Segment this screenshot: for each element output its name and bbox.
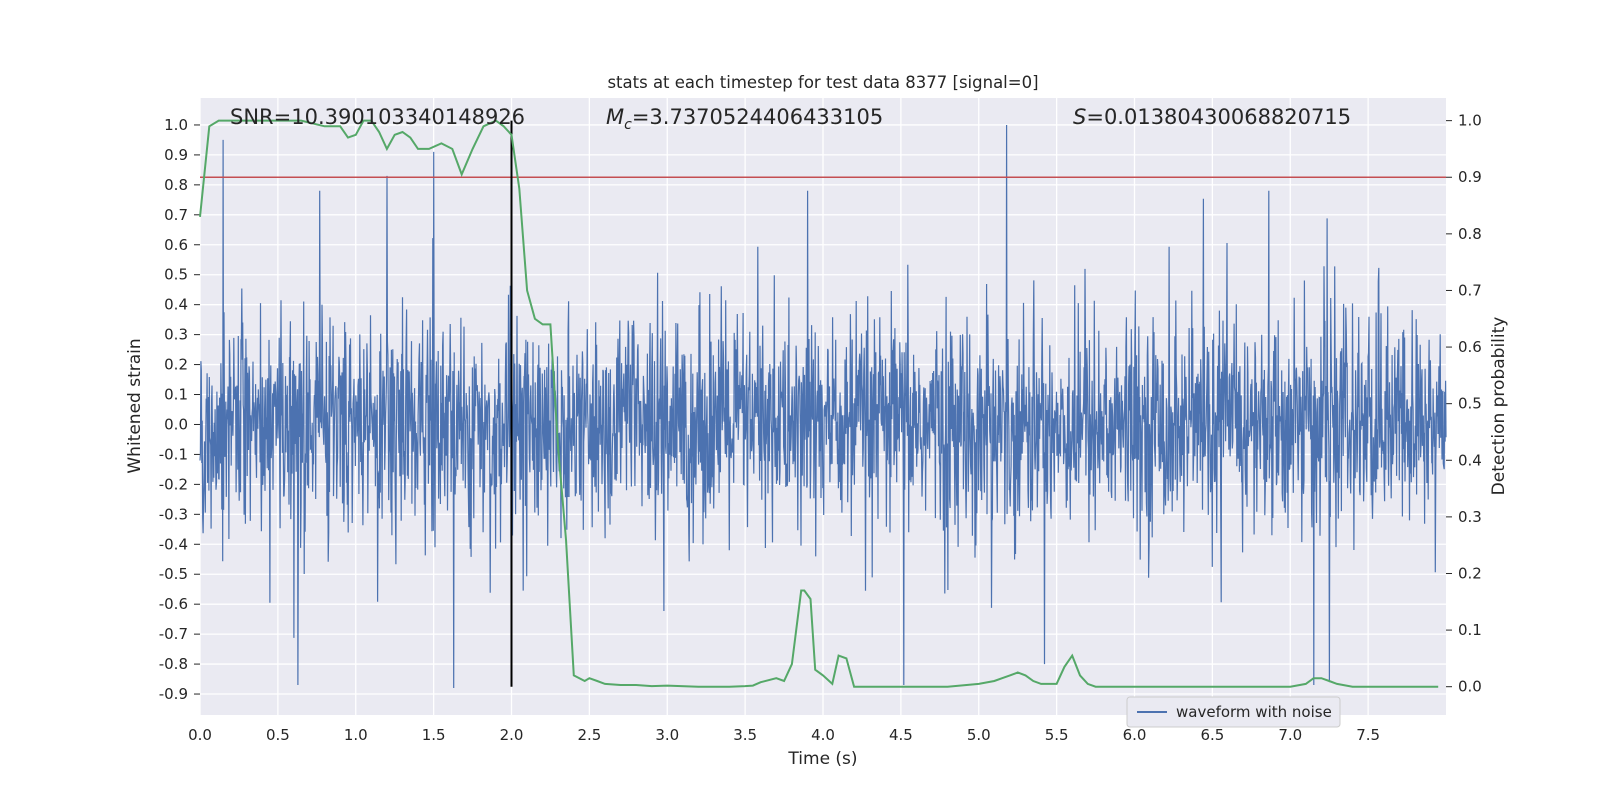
right-tick-label: 0.0 — [1458, 678, 1482, 696]
left-y-axis-label: Whitened strain — [125, 338, 145, 473]
left-tick-label: 0.0 — [164, 415, 188, 433]
left-tick-label: -0.3 — [159, 505, 188, 523]
right-tick-label: 0.7 — [1458, 281, 1482, 299]
right-tick-label: 0.4 — [1458, 451, 1482, 469]
x-tick-label: 7.0 — [1278, 726, 1302, 744]
x-tick-label: 0.5 — [266, 726, 290, 744]
legend-label-waveform: waveform with noise — [1176, 703, 1332, 721]
detection-probability-line — [199, 119, 1439, 688]
left-tick-label: -0.4 — [159, 535, 188, 553]
chirp-mass-symbol: M — [606, 105, 624, 129]
left-tick-label: 0.6 — [164, 236, 188, 254]
chirp-mass-value: =3.7370524406433105 — [632, 105, 883, 129]
x-axis-label: Time (s) — [787, 749, 857, 769]
left-tick-label: 0.9 — [164, 146, 188, 164]
left-tick-label: 1.0 — [164, 116, 188, 134]
right-tick-label: 0.2 — [1458, 564, 1482, 582]
left-tick-label: 0.4 — [164, 296, 188, 314]
legend-box — [1126, 696, 1341, 728]
x-tick-label: 1.5 — [422, 726, 446, 744]
chirp-mass-annotation: Mc=3.7370524406433105 — [606, 105, 883, 133]
x-axis-ticks: 0.0 0.5 1.0 1.5 2.0 2.5 3.0 3.5 4.0 4.5 5.0 5.5 6.0 6… — [188, 726, 1380, 744]
x-tick-label: 0.0 — [188, 726, 212, 744]
x-tick-label: 3.0 — [655, 726, 679, 744]
x-tick-label: 2.0 — [500, 726, 524, 744]
chart-title: stats at each timestep for test data 837… — [607, 73, 1038, 92]
left-tick-label: 0.1 — [164, 386, 188, 404]
right-tick-label: 1.0 — [1458, 112, 1482, 130]
left-tick-label: -0.9 — [159, 685, 188, 703]
right-y-axis-ticks: 0.0 0.1 0.2 0.3 0.4 0.5 0.6 0.7 0.8 0.9 1.0 — [1446, 112, 1482, 696]
left-tick-label: 0.7 — [164, 206, 188, 224]
x-tick-label: 6.5 — [1200, 726, 1224, 744]
x-tick-label: 4.5 — [889, 726, 913, 744]
left-tick-label: 0.5 — [164, 266, 188, 284]
snr-annotation: SNR=10.390103340148926 — [230, 105, 525, 129]
left-tick-label: -0.2 — [159, 475, 188, 493]
x-tick-label: 2.5 — [577, 726, 601, 744]
s-annotation: S=0.01380430068820715 — [1073, 105, 1351, 129]
x-tick-label: 5.0 — [967, 726, 991, 744]
x-tick-label: 7.5 — [1356, 726, 1380, 744]
s-symbol: S — [1073, 105, 1086, 129]
legend: waveform with noise — [1126, 696, 1341, 728]
left-tick-label: -0.7 — [159, 625, 188, 643]
right-tick-label: 0.6 — [1458, 338, 1482, 356]
left-y-axis-ticks: -0.9 -0.8 -0.7 -0.6 -0.5 -0.4 -0.3 -0.2 -0.1 0.0 0… — [159, 116, 200, 703]
right-tick-label: 0.9 — [1458, 168, 1482, 186]
left-tick-label: -0.8 — [159, 655, 188, 673]
left-tick-label: -0.1 — [159, 445, 188, 463]
left-tick-label: 0.3 — [164, 326, 188, 344]
x-tick-label: 1.0 — [344, 726, 368, 744]
left-tick-label: 0.2 — [164, 356, 188, 374]
x-tick-label: 4.0 — [811, 726, 835, 744]
right-tick-label: 0.3 — [1458, 508, 1482, 526]
waveform-line — [199, 124, 1447, 689]
chirp-mass-subscript: c — [624, 117, 632, 133]
x-tick-label: 5.5 — [1045, 726, 1069, 744]
s-value: =0.01380430068820715 — [1086, 105, 1351, 129]
detection-probability-series — [199, 119, 1439, 688]
left-tick-label: 0.8 — [164, 176, 188, 194]
right-tick-label: 0.1 — [1458, 621, 1482, 639]
x-tick-label: 3.5 — [733, 726, 757, 744]
waveform-series — [199, 124, 1447, 689]
right-tick-label: 0.5 — [1458, 395, 1482, 413]
left-tick-label: -0.5 — [159, 565, 188, 583]
right-y-axis-label: Detection probability — [1489, 317, 1509, 496]
right-tick-label: 0.8 — [1458, 225, 1482, 243]
left-tick-label: -0.6 — [159, 595, 188, 613]
x-tick-label: 6.0 — [1123, 726, 1147, 744]
